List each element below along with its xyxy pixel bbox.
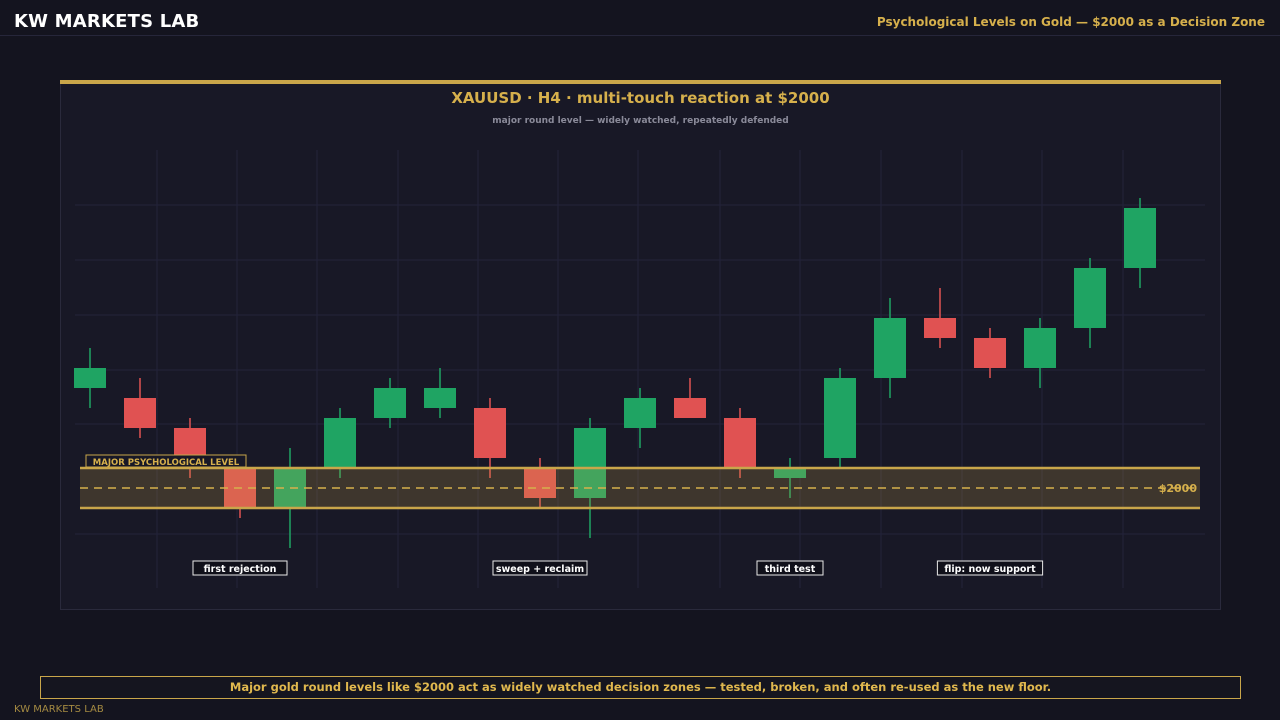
caption-box: Major gold round levels like $2000 act a… [40,676,1241,699]
candle-body [124,398,156,428]
candle-body [824,378,856,458]
candle-body [674,398,706,418]
candle-body [724,418,756,468]
page-headline: Psychological Levels on Gold — $2000 as … [876,15,1265,29]
candle-body [1024,328,1056,368]
candle-body [324,418,356,468]
annotation-box [756,560,824,576]
annotation-box [936,560,1044,576]
candle-body [624,398,656,428]
zone-label-box [85,454,247,468]
candle-body [974,338,1006,368]
chart-subtitle: major round level — widely watched, repe… [492,116,789,126]
candle-body [524,468,556,498]
annotation-label: sweep + reclaim [496,564,584,575]
level-price-label: $2000 [1159,482,1198,495]
chart-title: XAUUSD · H4 · multi-touch reaction at $2… [451,89,830,107]
candle-body [174,428,206,458]
annotation-label: first rejection [204,564,277,575]
annotation-label: flip: now support [944,564,1036,575]
candle-body [1074,268,1106,328]
candle-body [424,388,456,408]
annotation-box [492,560,588,576]
annotation-box [192,560,288,576]
candle-body [374,388,406,418]
panel-accent-bar [60,80,1221,84]
candle-body [774,468,806,478]
candle-body [874,318,906,378]
candle-body [474,408,506,458]
top-bar: KW MARKETS LAB Psychological Levels on G… [0,0,1280,36]
annotation-label: third test [765,564,816,575]
brand-title: KW MARKETS LAB [14,11,200,32]
candle-body [924,318,956,338]
candle-body [74,368,106,388]
footer-brand: KW MARKETS LAB [14,704,104,715]
candle-body [1124,208,1156,268]
zone-label-text: MAJOR PSYCHOLOGICAL LEVEL [93,458,240,468]
candle-body [574,428,606,498]
